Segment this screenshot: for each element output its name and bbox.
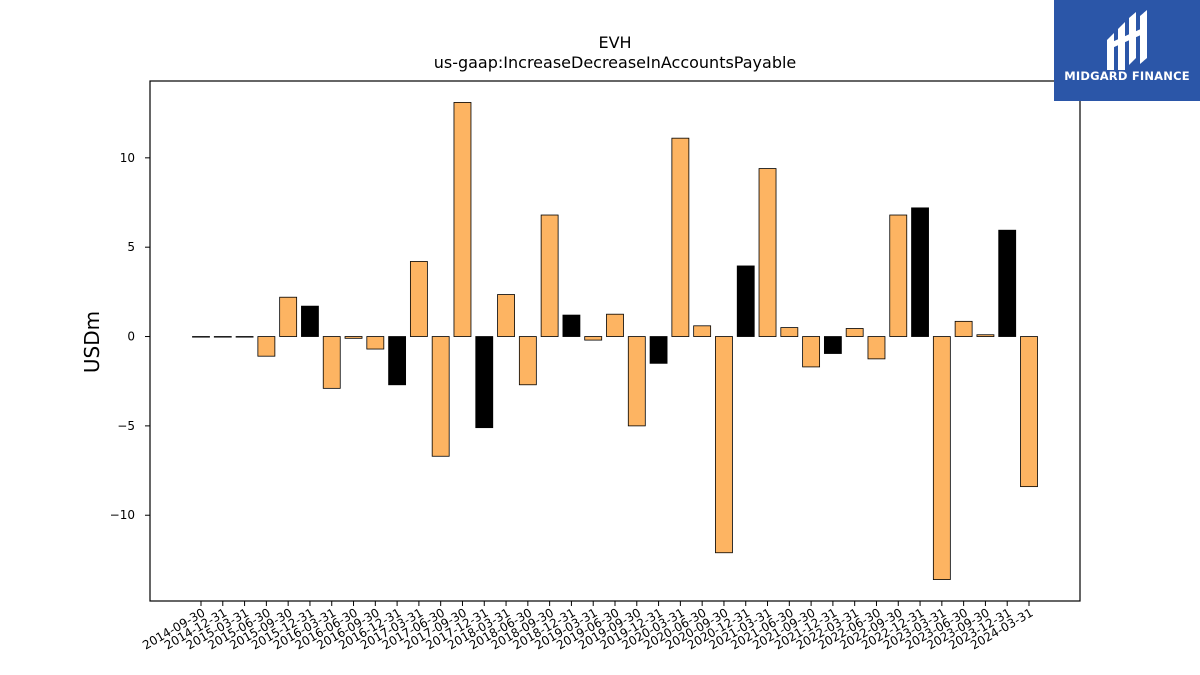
bar-2017-03-31: [409, 261, 428, 337]
y-tick-label: 0: [127, 330, 135, 344]
bar-2019-03-31: [584, 336, 603, 341]
y-tick-label: 10: [120, 151, 135, 165]
bar-2015-03-31: [235, 336, 254, 338]
bar-2019-09-30: [627, 336, 646, 427]
bar-2015-12-31: [301, 305, 319, 337]
bar-2019-06-30: [606, 313, 624, 337]
bar-2014-12-31: [213, 336, 232, 338]
bar-2016-06-30: [344, 336, 363, 339]
bar-2022-06-30: [867, 336, 886, 360]
bar-2021-12-31: [823, 336, 842, 354]
bar-2017-09-30: [453, 102, 472, 337]
bar-2016-12-31: [388, 336, 407, 386]
y-tick-label: −5: [117, 419, 135, 433]
bar-2014-09-30: [192, 336, 210, 338]
y-tick-label: −10: [110, 508, 135, 522]
bar-2018-12-31: [562, 314, 581, 337]
bar-2023-12-31: [998, 229, 1017, 337]
bar-2023-09-30: [976, 334, 995, 337]
bar-2021-09-30: [802, 336, 821, 368]
bar-2021-03-31: [758, 168, 777, 337]
bar-2021-06-30: [780, 327, 799, 337]
bar-2018-03-31: [497, 294, 515, 337]
bar-2020-06-30: [693, 325, 712, 337]
y-axis-ticks: −10 −5 0 5 10: [110, 151, 150, 522]
bar-2017-06-30: [431, 336, 450, 457]
bar-2015-09-30: [279, 296, 298, 337]
bar-2020-09-30: [715, 336, 733, 554]
bar-2020-03-31: [671, 137, 690, 337]
bar-2016-09-30: [366, 336, 385, 350]
bar-2022-03-31: [845, 328, 864, 337]
y-axis-label: USDm: [80, 311, 104, 373]
chart-title: EVH: [598, 33, 631, 52]
bar-2022-09-30: [889, 214, 908, 337]
bars-group: [192, 102, 1038, 580]
bar-2019-12-31: [649, 336, 668, 364]
bar-2020-12-31: [736, 265, 755, 337]
bar-2016-03-31: [322, 336, 341, 389]
bar-2024-03-31: [1020, 336, 1038, 488]
x-axis-ticks: 2014-09-302014-12-312015-03-312015-06-30…: [140, 601, 1036, 652]
chart-subtitle: us-gaap:IncreaseDecreaseInAccountsPayabl…: [434, 53, 797, 72]
bar-2023-03-31: [932, 336, 951, 580]
bar-2018-09-30: [540, 214, 559, 337]
bar-2015-06-30: [257, 336, 276, 357]
midgard-finance-logo-icon: [1107, 10, 1147, 70]
bar-2022-12-31: [911, 207, 929, 337]
bar-2018-06-30: [518, 336, 537, 386]
bar-2017-12-31: [475, 336, 494, 429]
logo-text: MIDGARD FINANCE: [1064, 69, 1190, 83]
bar-2023-06-30: [954, 320, 973, 337]
logo: MIDGARD FINANCE: [1054, 0, 1200, 101]
y-tick-label: 5: [127, 240, 135, 254]
plot-frame: [149, 80, 1081, 602]
